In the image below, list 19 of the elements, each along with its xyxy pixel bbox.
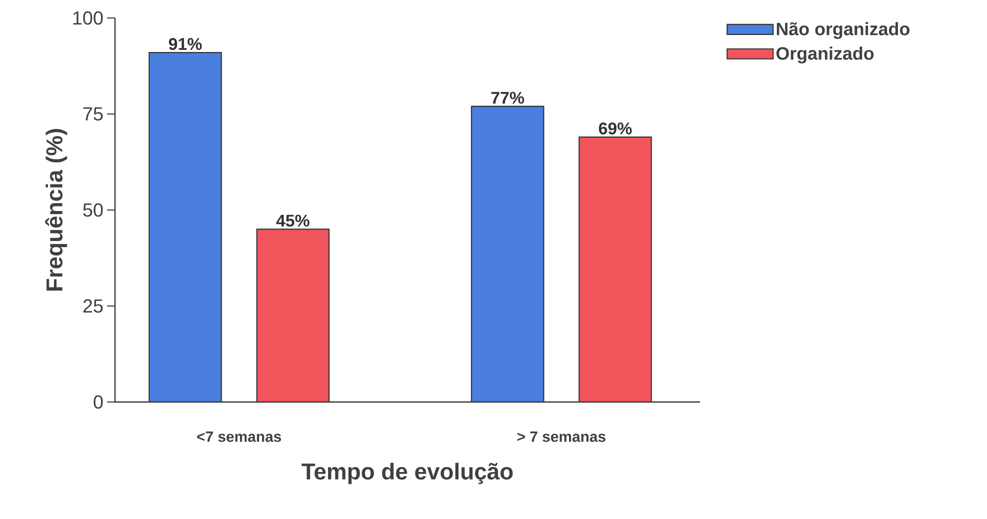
legend-label: Organizado (776, 46, 874, 64)
y-tick-label: 50 (83, 203, 103, 217)
bar (578, 136, 652, 402)
y-axis-title: Frequência (%) (45, 129, 68, 291)
bar (256, 228, 330, 402)
x-axis-title: Tempo de evolução (302, 462, 513, 484)
y-tick-label: 100 (73, 11, 103, 25)
data-label: 91% (168, 38, 202, 50)
bar (470, 106, 544, 402)
data-label: 45% (276, 214, 310, 227)
legend-label: Não organizado (776, 22, 910, 39)
bar (148, 52, 222, 402)
y-tick-label: 25 (83, 299, 103, 313)
y-tick-label: 75 (83, 107, 103, 121)
y-tick-label: 0 (94, 395, 103, 409)
x-tick-label: <7 semanas (197, 432, 282, 442)
data-label: 69% (598, 122, 632, 134)
x-tick-label: > 7 semanas (517, 432, 606, 442)
data-label: 77% (491, 92, 524, 104)
